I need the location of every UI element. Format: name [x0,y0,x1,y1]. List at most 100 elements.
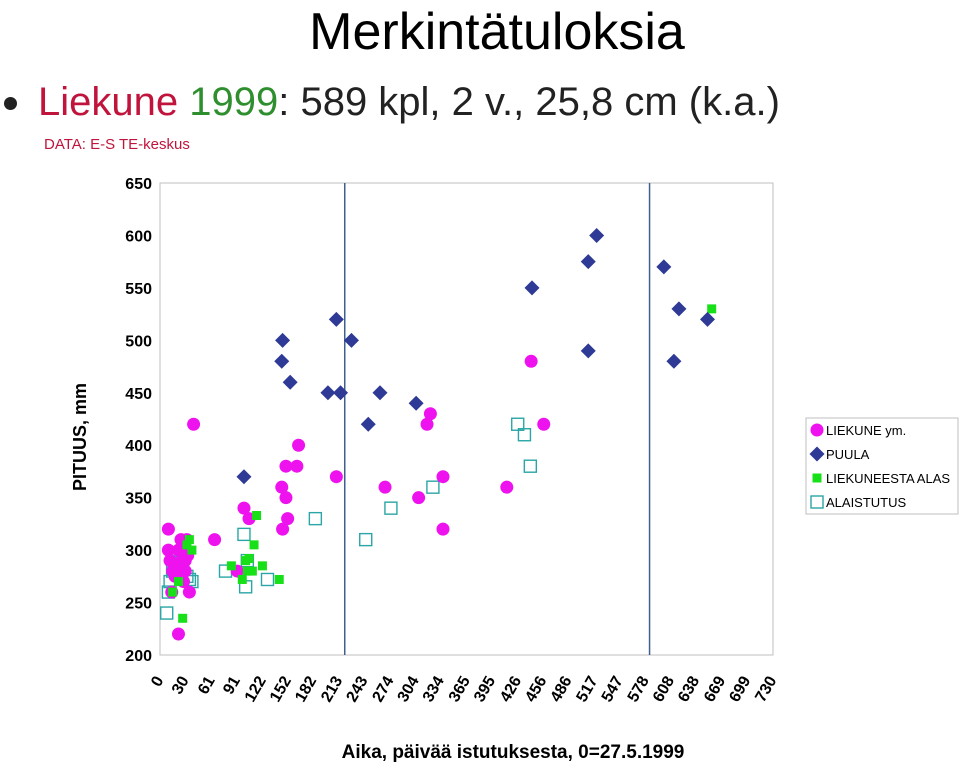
y-axis-ticks: 200 250 300 350 400 450 500 550 600 650 [125,176,152,665]
data-point [260,572,275,587]
data-point [237,501,251,515]
x-tick-label: 30 [169,673,193,697]
x-tick-label: 608 [650,673,678,705]
data-point [328,311,344,327]
x-axis-label: Aika, päivää istutuksesta, 0=27.5.1999 [342,742,685,763]
data-point [333,385,349,401]
x-tick-label: 426 [497,673,525,705]
series-puula [236,227,716,485]
data-point [524,280,540,296]
x-tick-label: 213 [318,673,346,705]
data-source-note: DATA: E-S TE-keskus [44,136,190,153]
x-tick-label: 456 [522,673,550,705]
data-point [511,417,525,431]
data-point [656,259,672,275]
data-point [171,627,185,641]
y-tick-label: 300 [125,543,152,560]
x-tick-label: 547 [599,673,627,705]
data-point [249,540,259,550]
data-point [242,566,252,576]
x-tick-label: 486 [547,673,575,705]
data-point [523,459,538,473]
legend-label: PUULA [826,447,870,462]
data-point [320,385,336,401]
x-tick-label: 669 [701,673,729,705]
x-tick-label: 517 [574,673,602,705]
data-point [282,374,298,390]
reference-lines [343,183,651,655]
data-point [182,585,196,599]
legend-label: LIEKUNEESTA ALAS [826,471,950,486]
data-point [182,540,192,550]
data-point [671,301,687,317]
legend-marker [810,423,824,437]
data-point [279,491,293,505]
data-point [237,527,251,542]
data-point [187,417,201,431]
data-point [244,554,254,564]
x-axis-ticks: 0 30 61 91122152182213243274304334365395426… [148,673,780,705]
data-point [163,554,177,568]
x-tick-label: 122 [242,673,270,705]
data-point [178,613,188,623]
data-point [372,385,388,401]
data-point [274,574,284,584]
x-tick-label: 243 [343,673,371,705]
y-tick-label: 500 [125,333,152,350]
x-tick-label: 334 [420,673,448,705]
data-point [500,480,514,494]
x-tick-label: 274 [369,673,397,705]
y-tick-label: 400 [125,438,152,455]
y-tick-label: 450 [125,386,152,403]
data-point [281,512,295,526]
x-tick-label: 699 [726,673,754,705]
legend-box [805,417,959,515]
y-tick-label: 550 [125,281,152,298]
y-tick-label: 650 [125,176,152,193]
headline-text: Liekune 1999: 589 kpl, 2 v., 25,8 cm (k.… [38,80,780,125]
bullet-dot-icon [4,97,17,110]
x-tick-label: 152 [267,673,295,705]
data-point [589,227,605,243]
data-point [308,511,323,526]
data-point [700,311,716,327]
x-tick-label: 578 [625,673,653,705]
data-point [517,428,532,442]
data-point [420,417,434,431]
data-point [329,470,343,484]
data-point [292,438,306,452]
data-point [412,491,426,505]
data-point [208,533,222,547]
data-point [436,522,450,536]
headline-part-stats: : 589 kpl, 2 v., 25,8 cm (k.a.) [278,80,780,124]
data-point [537,417,551,431]
legend-marker [812,473,822,483]
y-tick-label: 350 [125,491,152,508]
data-point [580,343,596,359]
data-point [524,354,538,368]
data-point [236,469,252,485]
data-point [580,254,596,270]
data-point [247,566,257,576]
data-point [436,470,450,484]
y-axis-label: PITUUS, mm [70,383,90,491]
data-point [187,545,197,555]
data-point [178,564,192,578]
x-tick-label: 182 [292,673,320,705]
data-point [279,459,293,473]
data-point [707,304,717,314]
data-point [359,532,373,547]
data-point [252,510,262,520]
x-tick-label: 91 [220,673,244,697]
data-point [290,459,304,473]
data-point [168,587,178,597]
data-point [160,606,174,620]
x-tick-label: 395 [471,673,499,705]
data-point [161,543,175,557]
data-point [161,522,175,536]
legend-label: LIEKUNE ym. [826,423,906,438]
y-tick-label: 250 [125,596,152,613]
data-point [360,416,376,432]
